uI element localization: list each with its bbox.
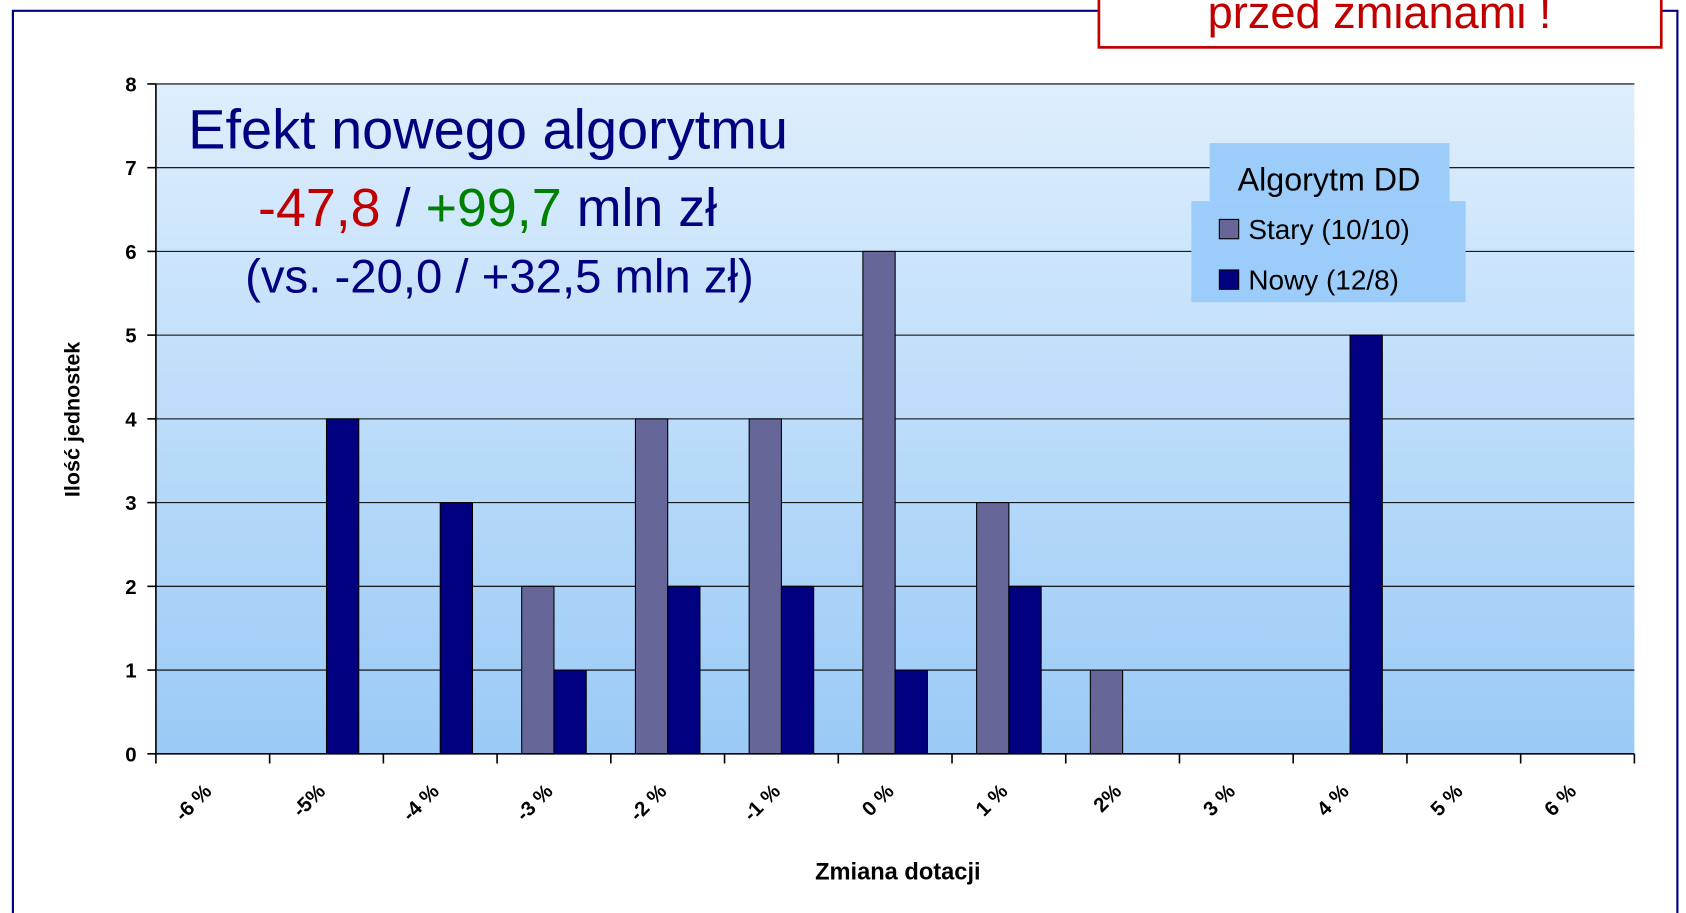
x-tick-label: -3 % (512, 780, 557, 825)
stamp-box (1097, 0, 1663, 49)
bar (1089, 669, 1124, 755)
x-tick-label: -4 % (399, 780, 444, 825)
legend-label: Nowy (12/8) (1248, 264, 1399, 295)
x-tick-label: 3 % (1199, 780, 1239, 820)
legend-swatch (1218, 269, 1240, 290)
x-tick-label: 1 % (972, 780, 1012, 820)
stamp: przed zmianami ! (1208, 0, 1552, 38)
bar (780, 585, 815, 755)
x-axis-title: Zmiana dotacji (815, 860, 981, 886)
subtitle-part: +99,7 (426, 178, 562, 238)
x-tick-label: 6 % (1541, 780, 1581, 820)
bar (748, 418, 782, 755)
y-tick-label: 2 (125, 577, 136, 599)
legend-title-box (1209, 143, 1450, 202)
y-tick-label: 1 (125, 661, 136, 683)
y-tick-label: 4 (125, 409, 137, 431)
bar (553, 669, 587, 755)
x-tick-label: -6 % (171, 780, 216, 825)
frame (11, 9, 1679, 913)
bar (439, 502, 474, 755)
bar (521, 585, 555, 755)
y-tick-label: 3 (125, 493, 136, 515)
x-tick-label: 5 % (1427, 780, 1467, 820)
x-tick-label: -2 % (626, 780, 671, 825)
bar (325, 418, 360, 755)
y-tick-label: 5 (125, 326, 136, 348)
legend-title: Algorytm DD (1238, 161, 1421, 197)
x-tick-label: 4 % (1313, 780, 1353, 820)
subtitle: -47,8/+99,7 mln zł (258, 178, 717, 238)
legend-label: Stary (10/10) (1248, 214, 1410, 245)
x-tick-label: -5% (289, 780, 330, 821)
bar (1349, 334, 1383, 755)
bar (634, 418, 669, 755)
y-tick-label: 0 (125, 744, 136, 766)
y-tick-label: 8 (125, 74, 136, 96)
comparison: (vs. -20,0 / +32,5 mln zł) (245, 251, 754, 304)
chart-title: Efekt nowego algorytmu (188, 97, 788, 160)
x-tick-label: 2% (1090, 780, 1126, 816)
legend-swatch (1218, 218, 1240, 240)
bar (1008, 585, 1042, 755)
subtitle-part: -47,8 (258, 178, 381, 238)
x-tick-label: 0 % (858, 780, 898, 820)
x-tick-label: -1 % (740, 780, 785, 825)
y-tick-label: 6 (125, 242, 136, 264)
bar (894, 669, 928, 755)
subtitle-part: mln zł (577, 178, 717, 238)
subtitle-part: / (396, 178, 411, 238)
bar (862, 250, 896, 755)
bar (976, 502, 1010, 755)
y-axis-title: Ilość jednostek (61, 342, 85, 497)
y-tick-label: 7 (125, 158, 136, 180)
bar (667, 585, 701, 755)
